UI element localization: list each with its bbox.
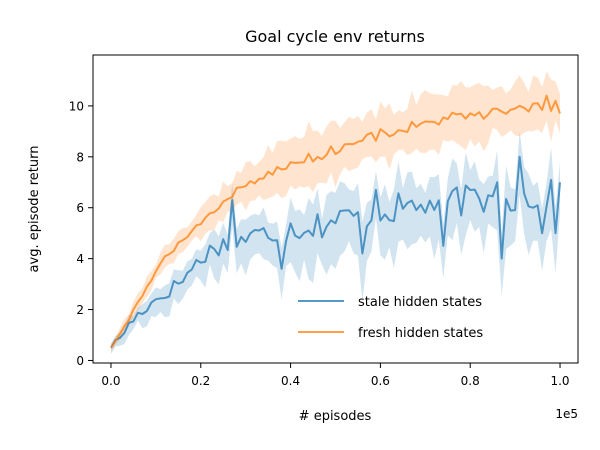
series-line-fresh xyxy=(110,94,561,349)
x-axis-label: # episodes xyxy=(299,409,372,424)
legend-label: stale hidden states xyxy=(358,295,482,310)
confidence-bands xyxy=(111,71,560,354)
legend: stale hidden states fresh hidden states xyxy=(298,295,483,341)
band-fresh xyxy=(111,71,560,352)
x-tick-label: 0.2 xyxy=(191,374,210,388)
y-tick-label: 10 xyxy=(69,99,84,113)
x-tick-label: 0.4 xyxy=(281,374,300,388)
y-tick-label: 8 xyxy=(76,150,84,164)
y-tick-label: 4 xyxy=(76,252,84,266)
legend-label: fresh hidden states xyxy=(358,326,483,341)
y-axis-label: avg. episode return xyxy=(27,146,42,273)
series-lines xyxy=(110,94,561,349)
series-line-stale xyxy=(110,155,561,349)
x-tick-label: 0.8 xyxy=(461,374,480,388)
y-axis-ticks: 0 2 4 6 8 10 xyxy=(69,99,93,368)
y-tick-label: 6 xyxy=(76,201,84,215)
y-tick-label: 2 xyxy=(76,303,84,317)
x-tick-label: 1.0 xyxy=(550,374,569,388)
x-tick-label: 0.6 xyxy=(371,374,390,388)
chart-title: Goal cycle env returns xyxy=(245,27,425,46)
x-tick-label: 0.0 xyxy=(101,374,120,388)
plot-frame xyxy=(92,54,579,364)
x-axis-ticks: 0.0 0.2 0.4 0.6 0.8 1.0 xyxy=(101,363,570,388)
x-offset-text: 1e5 xyxy=(555,407,578,421)
y-tick-label: 0 xyxy=(76,354,84,368)
band-stale xyxy=(111,131,560,354)
